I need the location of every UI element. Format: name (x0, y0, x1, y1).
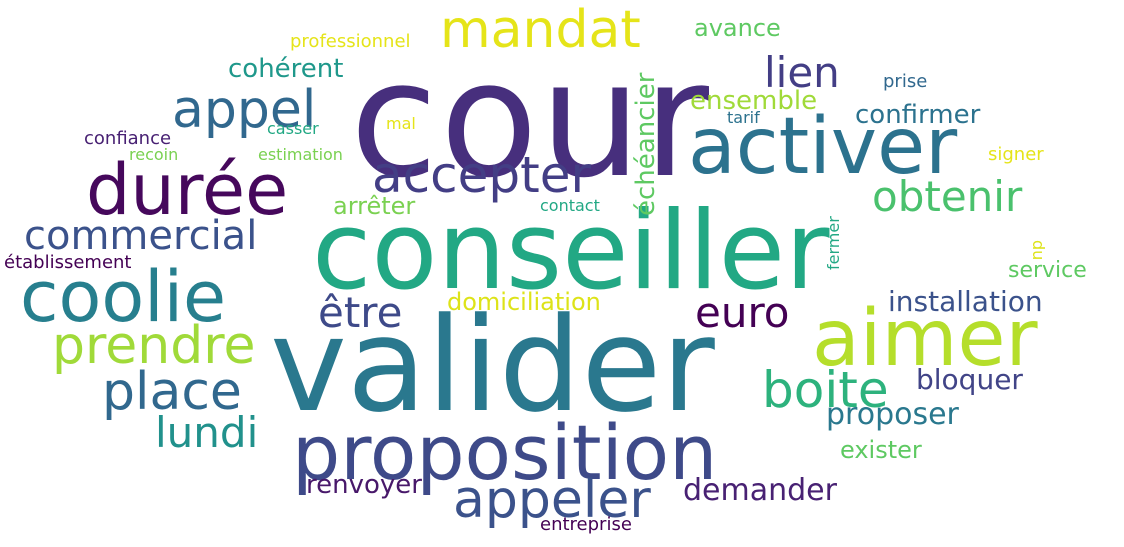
word: boite (762, 361, 889, 419)
word: tarif (727, 108, 760, 127)
word: obtenir (872, 172, 1023, 221)
word: bloquer (916, 363, 1023, 396)
word: entreprise (540, 514, 632, 535)
word: proposition (292, 408, 718, 497)
word: valider (270, 289, 715, 441)
word: commercial (24, 213, 258, 259)
word: proposer (826, 397, 959, 432)
word: ensemble (690, 86, 818, 116)
word: renvoyer (306, 470, 422, 500)
word: fermer (824, 216, 843, 270)
word: prendre (52, 316, 256, 376)
word: appeler (453, 470, 651, 530)
word: échéancier (631, 72, 661, 216)
word: confirmer (855, 100, 981, 130)
word: établissement (4, 252, 132, 273)
word: durée (86, 149, 289, 231)
word: appel (172, 80, 317, 140)
word: professionnel (290, 31, 411, 52)
word: estimation (258, 145, 343, 164)
word: place (102, 362, 242, 422)
word: accepter (372, 146, 592, 204)
word: conseiller (312, 189, 830, 314)
word: exister (840, 436, 922, 464)
word: casser (267, 119, 319, 138)
word: coolie (20, 256, 227, 338)
word: euro (695, 288, 790, 337)
word: arrêter (333, 192, 416, 220)
word: contact (540, 196, 600, 215)
word: mandat (440, 0, 641, 60)
word: lien (764, 48, 840, 97)
word: demander (683, 473, 837, 508)
word: avance (694, 14, 781, 42)
word: service (1008, 258, 1087, 283)
word: du (1029, 240, 1048, 261)
word: domiciliation (447, 288, 601, 316)
word: cour (350, 26, 712, 213)
word: lundi (155, 408, 259, 457)
word: prise (883, 71, 928, 92)
word: installation (888, 285, 1043, 318)
word: aimer (812, 294, 1038, 384)
word: mal (386, 114, 416, 133)
word: signer (988, 144, 1044, 165)
word: cohérent (228, 54, 344, 84)
word: recoin (129, 145, 179, 164)
word: confiance (84, 128, 172, 149)
word: être (318, 288, 403, 337)
word: activer (688, 102, 958, 192)
